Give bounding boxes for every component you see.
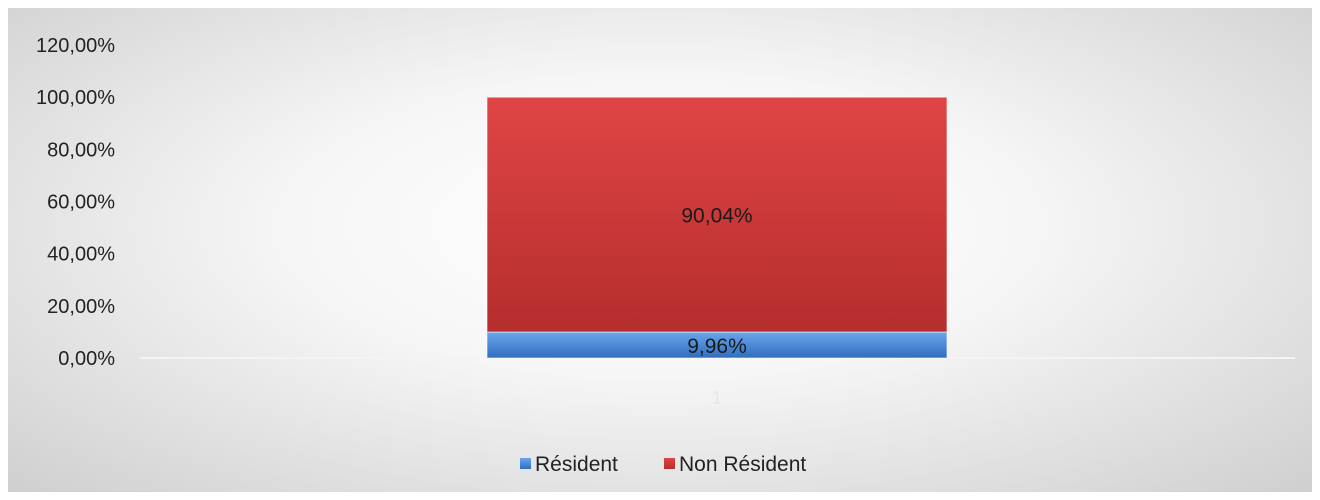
- bar-resident: [486, 331, 948, 359]
- y-tick-label: 40,00%: [47, 244, 115, 266]
- y-tick-label: 0,00%: [58, 348, 115, 370]
- y-axis: 0,00% 20,00% 40,00% 60,00% 80,00% 100,00% 120,…: [36, 35, 115, 370]
- legend-label-non-resident: Non Résident: [679, 453, 806, 476]
- y-tick-label: 60,00%: [47, 192, 115, 214]
- data-labels: 9,96% 90,04%: [681, 205, 752, 358]
- legend-swatch-resident: [520, 458, 531, 469]
- legend-swatch-non-resident: [664, 458, 675, 469]
- bar-non-resident: [486, 96, 948, 333]
- y-tick-label: 20,00%: [47, 296, 115, 318]
- legend-label-resident: Résident: [535, 453, 618, 476]
- x-tick-label: 1: [712, 388, 722, 408]
- y-tick-label: 120,00%: [36, 35, 115, 57]
- y-tick-label: 100,00%: [36, 87, 115, 109]
- x-axis: 1: [712, 388, 722, 408]
- data-label: 90,04%: [681, 205, 752, 228]
- y-tick-label: 80,00%: [47, 139, 115, 161]
- data-label: 9,96%: [687, 335, 747, 358]
- legend: Résident Non Résident: [520, 453, 806, 476]
- bars: [486, 96, 948, 359]
